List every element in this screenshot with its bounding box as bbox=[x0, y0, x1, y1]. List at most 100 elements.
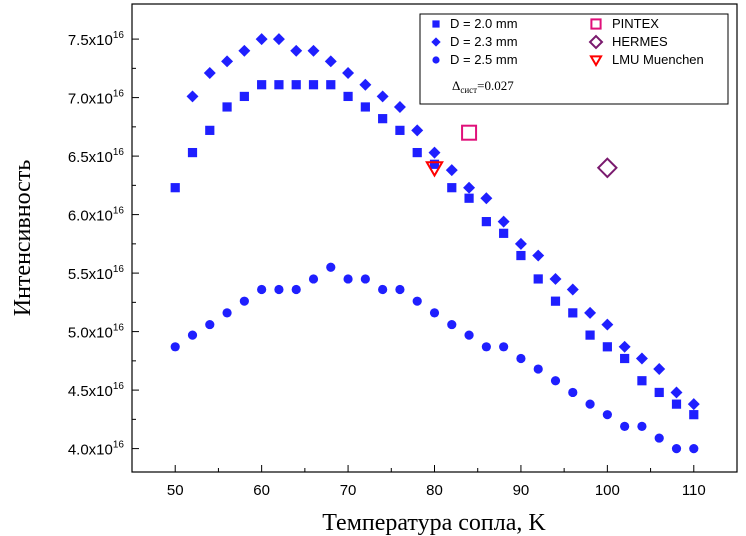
data-point bbox=[516, 250, 526, 261]
legend-label: LMU Muenchen bbox=[612, 52, 704, 67]
y-tick-exponent: 16 bbox=[113, 30, 125, 41]
data-point bbox=[307, 44, 320, 57]
x-tick-label: 100 bbox=[595, 482, 620, 499]
data-point bbox=[360, 102, 370, 112]
data-point bbox=[222, 102, 232, 112]
legend-label: D = 2.5 mm bbox=[450, 52, 518, 67]
data-point bbox=[221, 55, 234, 68]
data-point bbox=[342, 67, 355, 80]
data-point bbox=[602, 342, 612, 352]
x-tick-label: 50 bbox=[167, 482, 184, 499]
data-point bbox=[550, 376, 561, 386]
data-point bbox=[326, 80, 336, 90]
data-point bbox=[308, 80, 319, 90]
data-point bbox=[393, 100, 406, 113]
data-point bbox=[480, 192, 493, 205]
data-point bbox=[585, 330, 595, 340]
data-point bbox=[481, 217, 491, 227]
data-point bbox=[601, 318, 614, 331]
legend-label: D = 2.0 mm bbox=[450, 16, 518, 31]
data-point bbox=[516, 353, 526, 364]
x-axis-title: Температура сопла, K bbox=[322, 510, 546, 536]
data-point bbox=[324, 55, 337, 68]
data-point bbox=[533, 364, 543, 374]
data-point bbox=[257, 80, 267, 90]
data-point bbox=[343, 91, 353, 102]
legend-marker bbox=[588, 34, 604, 50]
data-point bbox=[170, 342, 180, 352]
data-point bbox=[445, 164, 458, 177]
legend-marker bbox=[432, 56, 440, 64]
series-d-2-5-mm bbox=[170, 262, 699, 454]
data-point bbox=[170, 183, 180, 193]
data-point bbox=[689, 444, 699, 454]
y-tick-label: 5.5x1016 bbox=[68, 264, 125, 283]
data-point bbox=[257, 284, 267, 295]
data-point bbox=[637, 376, 647, 386]
y-tick-label: 6.5x1016 bbox=[68, 147, 125, 166]
data-point bbox=[584, 306, 597, 319]
data-point bbox=[272, 33, 285, 46]
x-tick-label: 90 bbox=[513, 482, 530, 499]
data-point bbox=[274, 80, 284, 90]
legend-label: D = 2.3 mm bbox=[450, 34, 518, 49]
legend: D = 2.0 mm D = 2.3 mm D = 2.5 mm PINTEX HERM… bbox=[419, 13, 729, 105]
data-point bbox=[187, 147, 198, 158]
data-point bbox=[463, 181, 476, 194]
series-pintex bbox=[461, 124, 478, 141]
data-point bbox=[653, 363, 666, 376]
y-tick-label: 6.0x1016 bbox=[68, 206, 125, 225]
y-tick-label: 7.0x1016 bbox=[68, 89, 125, 108]
y-tick-exponent: 16 bbox=[113, 89, 125, 100]
data-point bbox=[618, 340, 631, 353]
data-point bbox=[602, 410, 612, 420]
data-point bbox=[549, 272, 562, 285]
data-point bbox=[596, 157, 618, 179]
data-point bbox=[550, 296, 561, 306]
data-point bbox=[464, 193, 474, 203]
data-point bbox=[378, 284, 388, 295]
y-tick-exponent: 16 bbox=[113, 323, 125, 334]
data-point bbox=[343, 274, 353, 284]
data-point bbox=[533, 274, 543, 284]
data-point bbox=[499, 342, 509, 352]
data-point bbox=[689, 410, 699, 420]
data-point bbox=[429, 308, 440, 318]
data-point bbox=[464, 330, 474, 340]
data-point bbox=[376, 90, 389, 103]
legend-marker bbox=[589, 55, 603, 68]
legend-box bbox=[419, 13, 729, 105]
data-point bbox=[499, 228, 509, 238]
legend-label: PINTEX bbox=[612, 16, 659, 31]
data-point bbox=[291, 80, 301, 90]
series-lmu-muenchen bbox=[425, 161, 444, 178]
y-tick-exponent: 16 bbox=[113, 381, 125, 392]
data-point bbox=[654, 387, 664, 398]
x-axis: 50 60 70 80 90 100 110 bbox=[167, 465, 706, 499]
data-point bbox=[205, 125, 215, 135]
data-point bbox=[687, 398, 700, 411]
data-point bbox=[360, 274, 370, 284]
y-tick-exponent: 16 bbox=[113, 147, 125, 158]
data-point bbox=[425, 161, 444, 178]
y-axis-title: Интенсивность bbox=[10, 160, 36, 317]
data-point bbox=[187, 330, 198, 340]
data-point bbox=[671, 399, 682, 409]
data-point bbox=[671, 444, 682, 454]
data-point bbox=[532, 249, 545, 262]
data-point bbox=[670, 386, 683, 399]
data-point bbox=[620, 421, 630, 431]
data-point bbox=[308, 274, 319, 284]
data-point bbox=[429, 159, 440, 169]
data-point bbox=[255, 33, 268, 46]
data-point bbox=[461, 124, 478, 141]
y-tick-exponent: 16 bbox=[113, 264, 125, 275]
data-point bbox=[326, 262, 336, 272]
series-hermes bbox=[596, 157, 618, 179]
series-d-2-0-mm bbox=[170, 80, 699, 420]
y-tick-exponent: 16 bbox=[113, 206, 125, 217]
y-tick-label: 7.5x1016 bbox=[68, 30, 125, 49]
y-axis: 4.0x1016 4.5x1016 5.0x1016 5.5x1016 6.0x1016… bbox=[68, 30, 139, 459]
data-point bbox=[447, 319, 457, 330]
